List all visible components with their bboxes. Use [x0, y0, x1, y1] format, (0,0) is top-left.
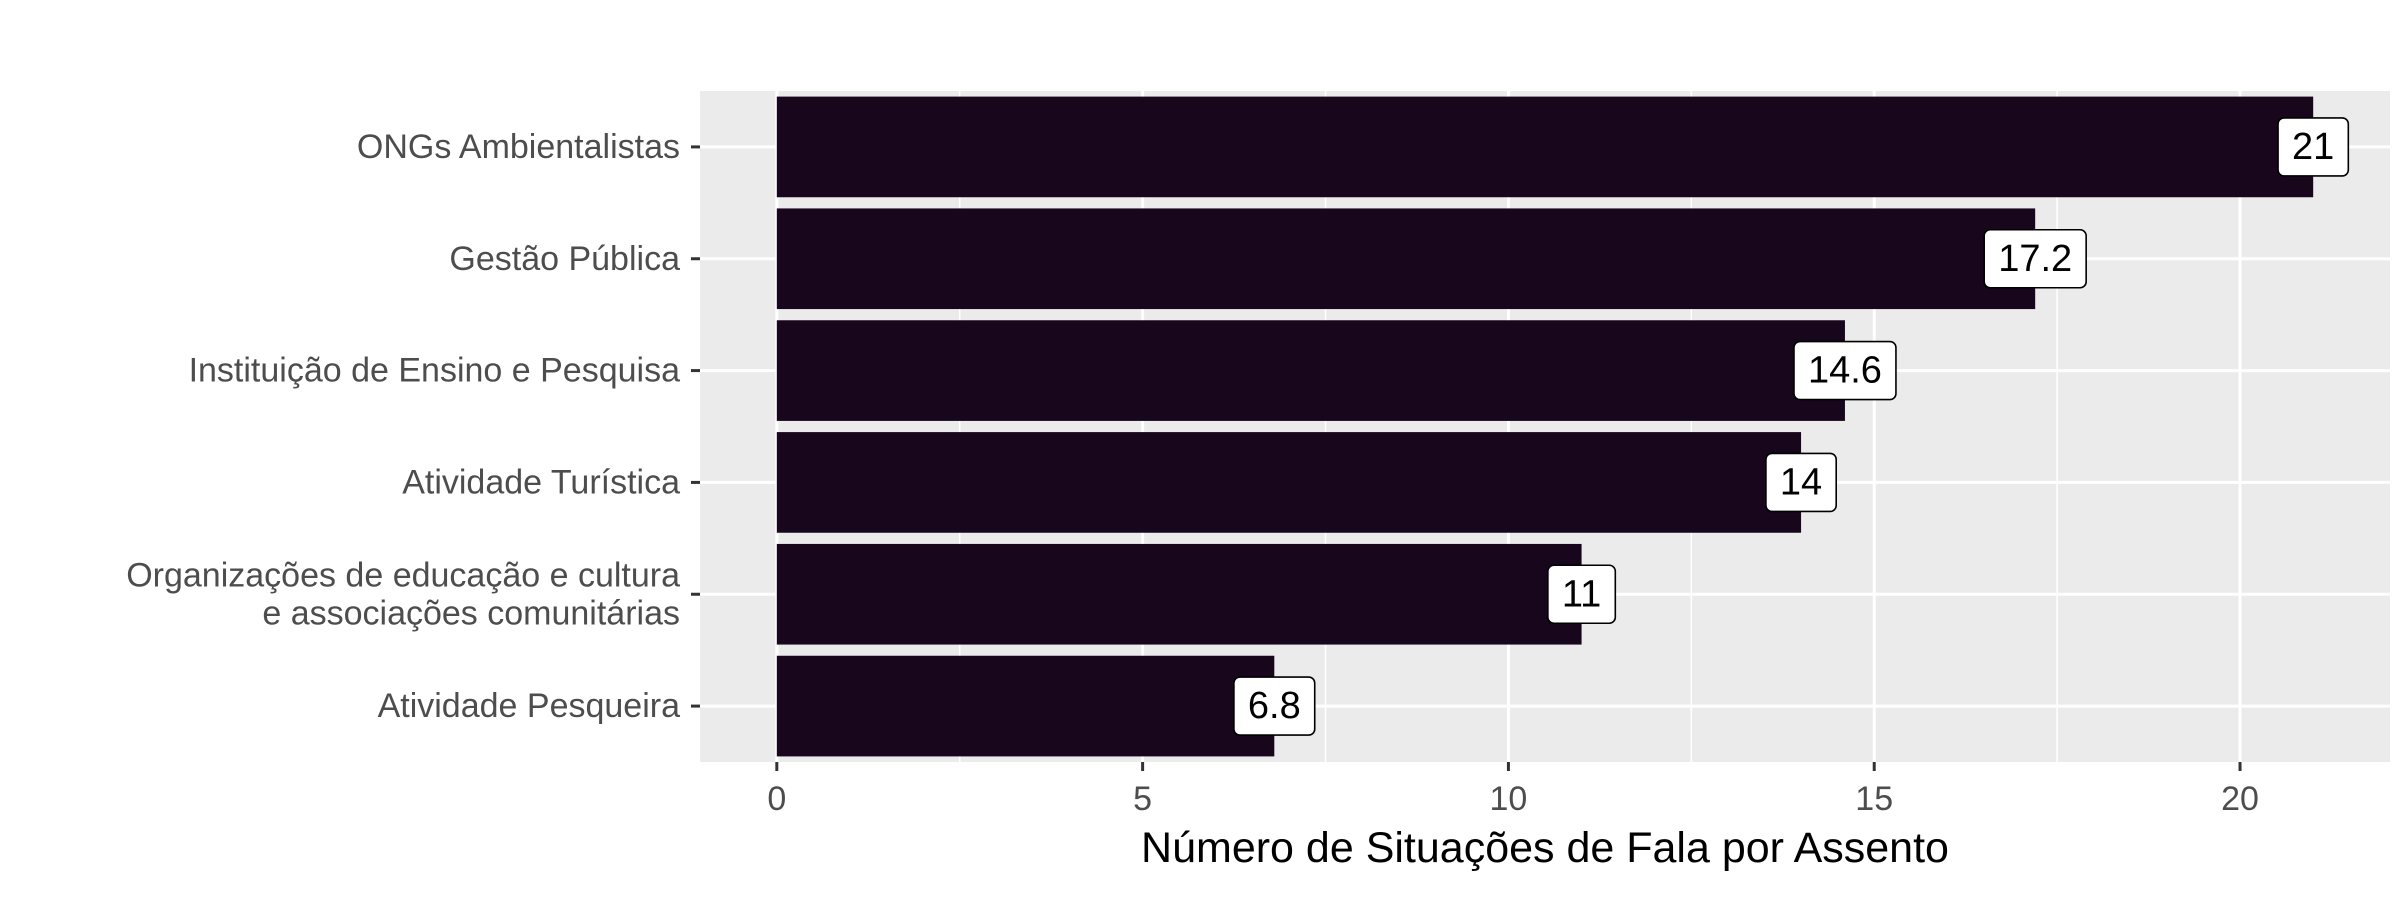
data-label: 14.6	[1793, 340, 1897, 401]
data-label-text: 11	[1562, 573, 1601, 615]
data-label-text: 6.8	[1248, 685, 1301, 727]
x-tick-label: 10	[1490, 780, 1528, 818]
bar	[776, 96, 2314, 198]
y-tick-label: ONGs Ambientalistas	[357, 128, 680, 166]
bars	[776, 96, 2314, 757]
data-label: 21	[2277, 117, 2350, 177]
data-label-box	[1793, 340, 1897, 401]
data-labels: 21 17.2 14.6 14 11 6.8	[1233, 117, 2350, 736]
data-label-box	[2277, 117, 2350, 177]
data-label-box	[1765, 452, 1838, 513]
bar	[776, 655, 1275, 757]
bar	[776, 432, 1802, 533]
data-label: 6.8	[1233, 676, 1316, 736]
x-tick-label: 5	[1133, 780, 1152, 818]
data-label: 11	[1547, 564, 1617, 625]
x-axis-title: Número de Situações de Fala por Assento	[1141, 824, 1949, 872]
y-tick-label: Gestão Pública	[449, 240, 680, 278]
y-tick-label: Organizações de educação e cultura e asso…	[126, 556, 680, 632]
data-label-text: 21	[2292, 126, 2334, 168]
x-axis: 0 5 10 15 20	[767, 762, 2259, 818]
data-label-box	[1233, 676, 1316, 736]
x-tick-label: 20	[2221, 780, 2259, 818]
data-label: 17.2	[1983, 228, 2087, 289]
x-tick-label: 15	[1855, 780, 1893, 818]
y-axis: ONGs Ambientalistas Gestão Pública Institu…	[126, 128, 700, 725]
data-label-text: 14	[1780, 461, 1822, 503]
data-label: 14	[1765, 452, 1838, 513]
x-tick-label: 0	[767, 780, 786, 818]
y-tick-label: Atividade Pesqueira	[378, 687, 681, 725]
bar	[776, 320, 1845, 421]
y-tick-label: Instituição de Ensino e Pesquisa	[189, 352, 681, 390]
plot-panel	[700, 91, 2390, 762]
bar	[776, 543, 1582, 645]
data-label-box	[1983, 228, 2087, 289]
data-label-text: 17.2	[1998, 238, 2072, 280]
bar	[776, 208, 2036, 310]
data-label-text: 14.6	[1808, 350, 1882, 392]
y-tick-label: Atividade Turística	[402, 463, 680, 501]
minor-gridlines	[958, 91, 2058, 762]
data-label-box	[1547, 564, 1617, 625]
